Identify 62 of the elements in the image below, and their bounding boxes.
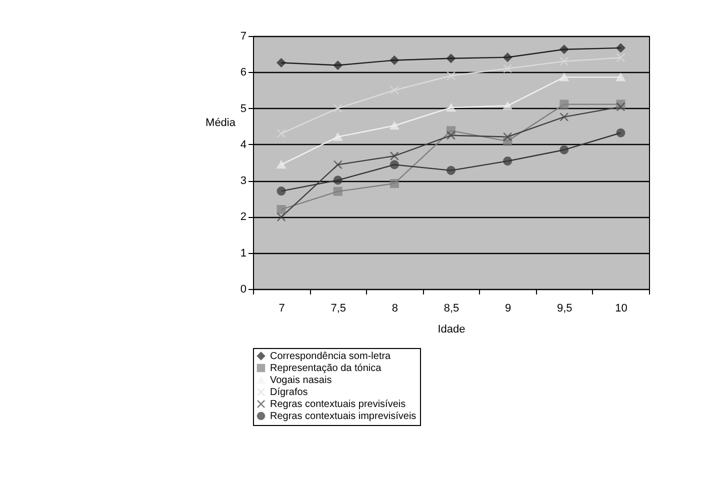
point bbox=[560, 145, 569, 154]
point bbox=[503, 52, 512, 62]
point bbox=[560, 44, 569, 54]
point bbox=[276, 204, 286, 214]
point bbox=[390, 86, 399, 95]
y-tick-label: 1 bbox=[240, 247, 246, 260]
y-tick-label: 2 bbox=[240, 211, 246, 224]
point bbox=[503, 102, 512, 110]
x-tick-label: 7,5 bbox=[330, 302, 346, 314]
point bbox=[390, 56, 399, 65]
point bbox=[446, 104, 456, 112]
x-tick-label: 8 bbox=[392, 302, 398, 314]
point bbox=[276, 186, 286, 196]
point bbox=[560, 112, 569, 122]
point bbox=[390, 151, 399, 161]
x-tick-label: 9,5 bbox=[556, 302, 572, 314]
point bbox=[333, 186, 342, 196]
point bbox=[616, 102, 626, 112]
point bbox=[276, 58, 286, 68]
legend-label: Dígrafos bbox=[270, 387, 308, 398]
point bbox=[560, 100, 569, 109]
legend-label: Regras contextuais previsíveis bbox=[270, 399, 406, 410]
point bbox=[616, 73, 626, 82]
point bbox=[503, 156, 512, 166]
point bbox=[503, 64, 512, 74]
legend-label: Representação da tónica bbox=[270, 363, 382, 374]
y-tick-label: 6 bbox=[240, 66, 246, 79]
point bbox=[446, 71, 456, 80]
point bbox=[276, 212, 286, 222]
point bbox=[446, 54, 456, 63]
point bbox=[616, 128, 626, 138]
legend-label: Vogais nasais bbox=[270, 375, 332, 386]
point bbox=[446, 130, 456, 140]
point bbox=[390, 178, 399, 188]
point bbox=[616, 53, 626, 62]
x-tick-label: 10 bbox=[615, 302, 628, 314]
point bbox=[333, 176, 342, 185]
point bbox=[503, 132, 512, 142]
y-tick-label: 7 bbox=[240, 30, 246, 42]
legend-label: Correspondência som-letra bbox=[270, 351, 392, 362]
x-axis-title: Idade bbox=[438, 324, 466, 336]
point bbox=[560, 73, 569, 82]
x-tick-label: 8,5 bbox=[444, 302, 460, 314]
point bbox=[390, 160, 399, 170]
point bbox=[333, 60, 342, 70]
point bbox=[333, 132, 342, 141]
point bbox=[333, 104, 342, 113]
y-tick-label: 0 bbox=[240, 284, 246, 296]
point bbox=[446, 166, 456, 175]
x-tick-label: 9 bbox=[505, 302, 512, 314]
point bbox=[333, 160, 342, 170]
y-tick-label: 5 bbox=[240, 102, 246, 115]
x-tick-label: 7 bbox=[278, 302, 285, 314]
point bbox=[390, 122, 399, 130]
y-tick-label: 4 bbox=[240, 138, 246, 151]
y-tick-label: 3 bbox=[240, 175, 246, 188]
point bbox=[616, 43, 626, 52]
point bbox=[276, 160, 286, 169]
y-axis-title: Média bbox=[206, 117, 236, 129]
point bbox=[276, 129, 286, 138]
point bbox=[560, 56, 569, 66]
legend-label: Regras contextuais imprevisíveis bbox=[270, 411, 416, 422]
